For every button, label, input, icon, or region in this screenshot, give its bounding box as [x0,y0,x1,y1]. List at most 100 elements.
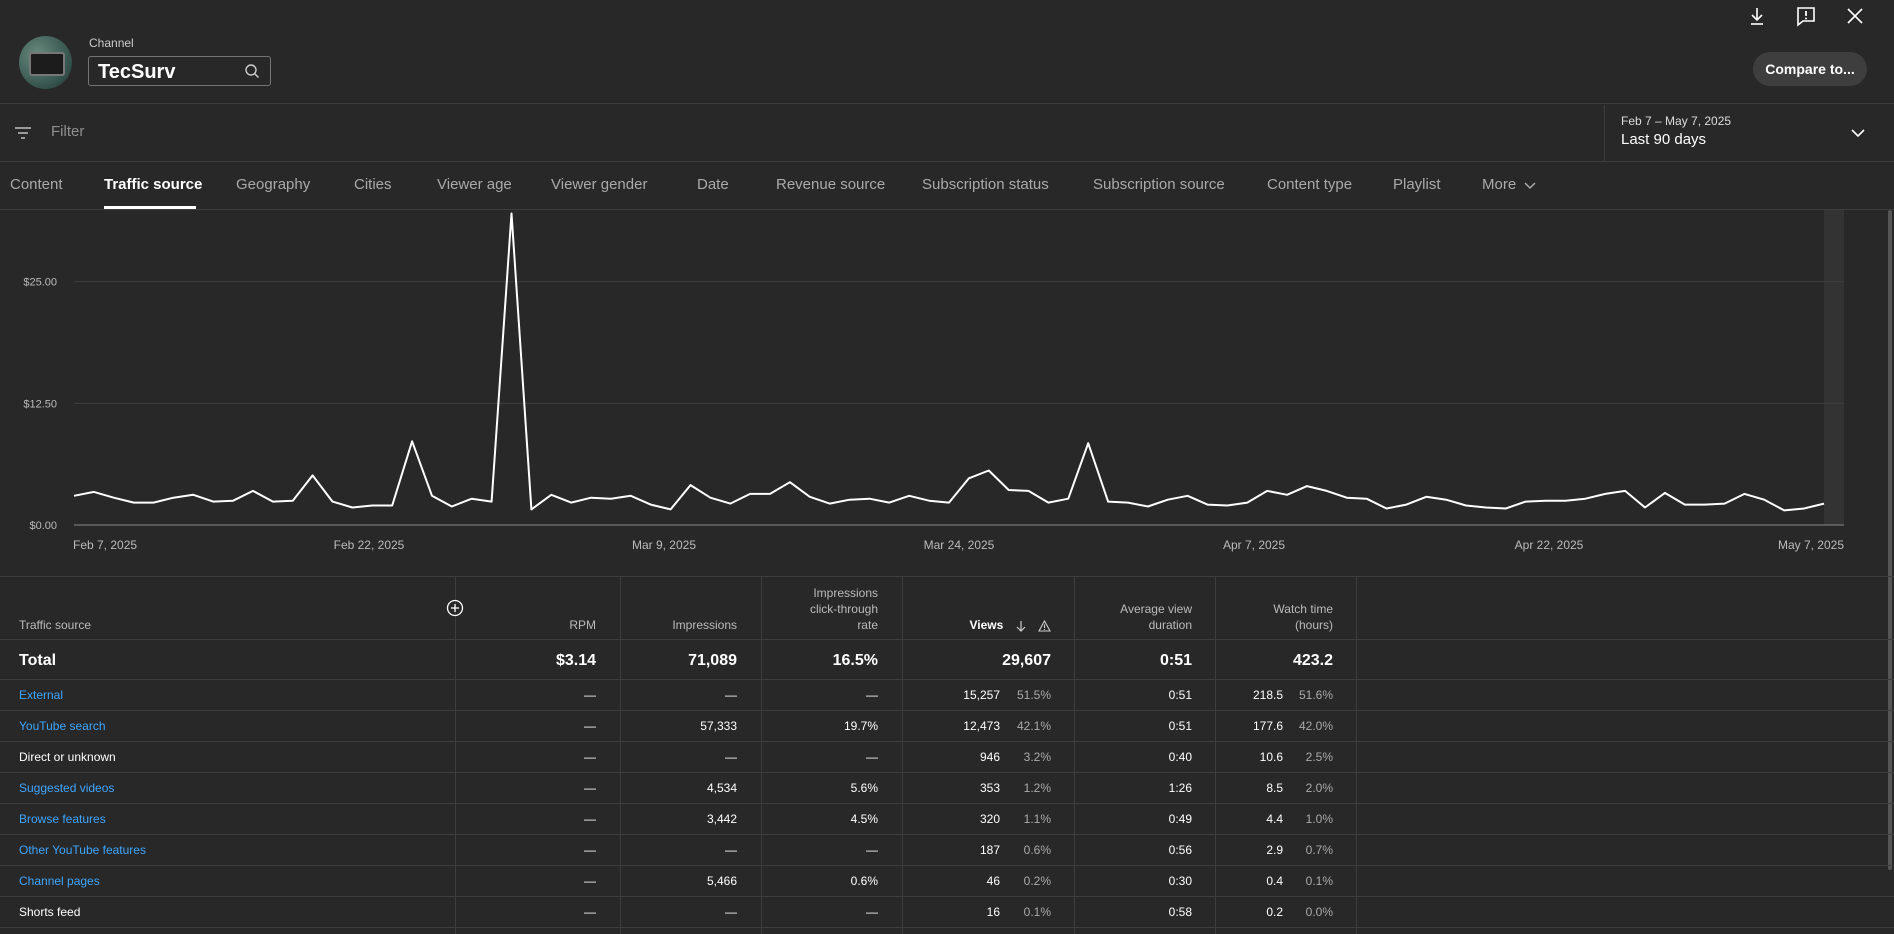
traffic-source-name[interactable]: YouTube search [19,719,106,733]
avg-view-duration-value: 0:51 [1168,688,1192,702]
rpm-value: — [584,905,596,919]
close-icon[interactable] [1844,5,1866,27]
ctr-value: 4.5% [850,812,878,826]
tab-playlist[interactable]: Playlist [1393,176,1441,193]
total-watch-time: 423.2 [1292,652,1333,669]
views-percent: 0.1% [1023,905,1051,919]
channel-avatar [19,36,72,89]
tab-subscription-source[interactable]: Subscription source [1093,176,1225,193]
column-divider [1356,577,1357,934]
feedback-icon[interactable] [1795,5,1817,27]
channel-selector[interactable]: TecSurv [88,56,271,86]
watch-time-percent: 0.1% [1305,874,1333,888]
warning-icon[interactable] [1038,619,1051,632]
tab-subscription-status[interactable]: Subscription status [922,176,1049,193]
traffic-source-table: Traffic source RPM Impressions Impressio… [0,576,1894,934]
table-row: Shorts feed — — — 16 0.1% 0:58 0.2 0.0% [0,897,1894,928]
rpm-value: — [584,781,596,795]
total-label: Total [19,652,57,669]
ctr-value: — [866,750,878,764]
traffic-source-name[interactable]: External [19,688,64,702]
chevron-down-icon [1524,182,1536,190]
x-tick-label: Mar 24, 2025 [924,538,995,552]
tab-content[interactable]: Content [10,176,63,193]
tab-revenue-source[interactable]: Revenue source [776,176,886,193]
chevron-down-icon [1851,129,1865,138]
filter-icon[interactable] [14,124,32,142]
views-percent: 3.2% [1023,750,1051,764]
watch-time-value: 0.4 [1266,874,1283,888]
traffic-source-name[interactable]: Suggested videos [19,781,115,795]
tab-more[interactable]: More [1482,176,1536,193]
header-views[interactable]: Views [970,617,1052,633]
table-row: External — — — 15,257 51.5% 0:51 218.5 51.6% [0,680,1894,711]
date-range-label: Last 90 days [1621,131,1707,148]
header: Channel TecSurv Compare [0,0,1894,104]
y-tick-label: $25.00 [23,277,57,289]
watch-time-percent: 2.5% [1305,750,1333,764]
channel-name: TecSurv [98,61,176,83]
column-divider [902,577,903,934]
traffic-source-name[interactable]: Browse features [19,812,106,826]
tab-geography[interactable]: Geography [236,176,311,193]
header-impressions[interactable]: Impressions [672,618,737,632]
table-row: Direct or unknown — — — 946 3.2% 0:40 10.6 2.5% [0,742,1894,773]
views-value: 12,473 [963,719,1000,733]
header-traffic-source[interactable]: Traffic source [19,618,92,632]
header-watch-line: Watch time [1273,602,1333,616]
tab-viewer-age[interactable]: Viewer age [437,176,512,193]
header-rpm[interactable]: RPM [569,618,596,632]
header-views-label: Views [969,618,1004,632]
scrollbar-thumb[interactable] [1888,210,1892,870]
watch-time-value: 2.9 [1266,843,1283,857]
traffic-source-name: Shorts feed [19,905,81,919]
filter-input[interactable]: Filter [51,123,85,140]
tab-more-label: More [1482,176,1517,193]
ctr-value: 19.7% [843,719,878,733]
hover-band [1824,210,1844,525]
traffic-source-name[interactable]: Channel pages [19,874,100,888]
x-tick-label: Mar 9, 2025 [632,538,696,552]
ctr-value: 5.6% [850,781,878,795]
ctr-value: — [866,843,878,857]
tab-content-type[interactable]: Content type [1267,176,1353,193]
x-tick-label: Apr 7, 2025 [1223,538,1285,552]
header-watch-time[interactable]: Watch time (hours) [1273,601,1333,633]
compare-button[interactable]: Compare to... [1753,52,1867,86]
header-watch-line: (hours) [1294,618,1333,632]
dimension-tabs: Content Traffic source Geography Cities … [0,163,1894,210]
watch-time-value: 218.5 [1252,688,1283,702]
y-tick-label: $0.00 [29,520,57,532]
views-percent: 51.5% [1016,688,1051,702]
column-divider [455,577,456,934]
table-row: YouTube search — 57,333 19.7% 12,473 42.1% 0:5… [0,711,1894,742]
traffic-source-name: Direct or unknown [19,750,116,764]
avg-view-duration-value: 0:40 [1168,750,1192,764]
tab-cities[interactable]: Cities [354,176,392,193]
avg-view-duration-value: 0:51 [1168,719,1192,733]
column-divider [1215,577,1216,934]
traffic-source-name[interactable]: Other YouTube features [19,843,146,857]
avg-view-duration-value: 0:49 [1168,812,1192,826]
date-range-selector[interactable]: Feb 7 – May 7, 2025 Last 90 days [1604,105,1894,162]
x-tick-label: Feb 22, 2025 [334,538,405,552]
total-impressions: 71,089 [688,652,737,669]
search-icon[interactable] [244,63,260,79]
watch-time-value: 177.6 [1252,719,1283,733]
header-ctr[interactable]: Impressions click-through rate [810,585,878,633]
total-views: 29,607 [1002,652,1051,669]
views-percent: 1.2% [1023,781,1051,795]
header-avd-line: duration [1148,618,1192,632]
tab-viewer-gender[interactable]: Viewer gender [551,176,648,193]
header-avg-view-duration[interactable]: Average view duration [1120,601,1192,633]
download-icon[interactable] [1746,5,1768,27]
tab-date[interactable]: Date [697,176,729,193]
add-column-icon[interactable] [446,599,464,617]
views-percent: 1.1% [1023,812,1051,826]
channel-label: Channel [89,36,134,50]
tab-traffic-source[interactable]: Traffic source [104,176,203,193]
views-value: 46 [986,874,1000,888]
